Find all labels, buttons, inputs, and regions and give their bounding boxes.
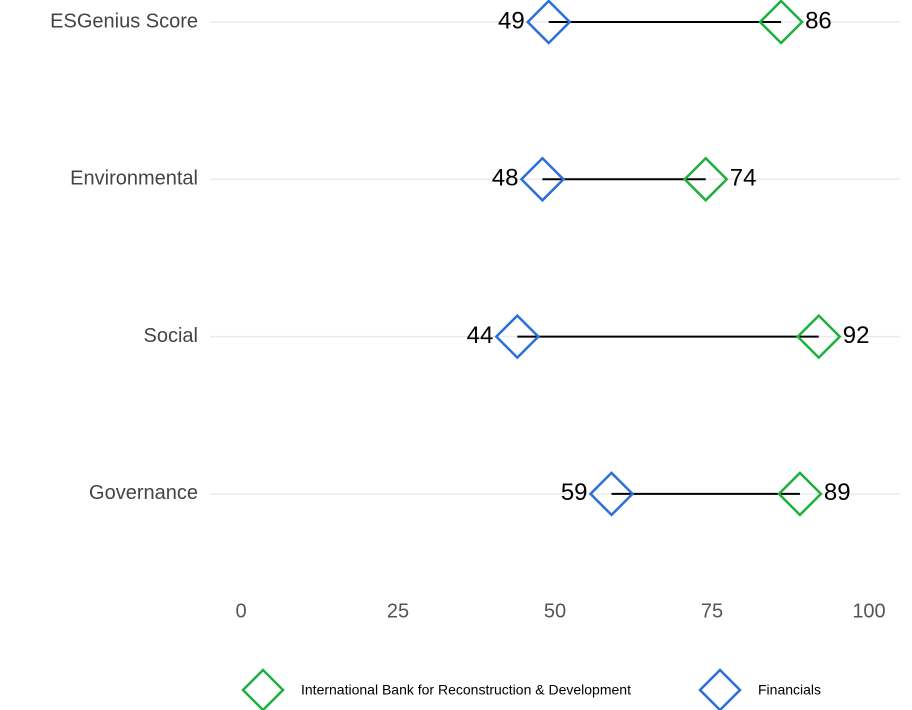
point <box>777 471 823 517</box>
point <box>795 313 842 360</box>
point <box>519 156 566 203</box>
legend-label: International Bank for Reconstruction & … <box>301 682 631 698</box>
value-label: 92 <box>843 322 870 349</box>
x-tick-label: 0 <box>235 600 246 622</box>
point <box>682 156 729 203</box>
y-tick-label: Social <box>144 325 198 347</box>
value-label: 89 <box>824 479 851 506</box>
value-label: 49 <box>498 7 525 34</box>
y-tick-label: ESGenius Score <box>50 10 198 32</box>
x-tick-label: 75 <box>701 600 723 622</box>
x-tick-label: 50 <box>544 600 566 622</box>
x-tick-label: 25 <box>387 600 409 622</box>
value-label: 48 <box>492 165 519 192</box>
value-label: 59 <box>561 479 588 506</box>
value-label: 74 <box>730 165 757 192</box>
legend-marker <box>698 668 742 710</box>
point <box>588 471 635 517</box>
value-label: 86 <box>805 7 832 34</box>
x-tick-label: 100 <box>852 600 885 622</box>
point <box>525 0 572 45</box>
point <box>494 313 541 360</box>
legend-marker <box>241 668 285 710</box>
legend-label: Financials <box>758 682 821 698</box>
y-tick-label: Environmental <box>70 168 198 190</box>
y-tick-label: Governance <box>89 482 198 504</box>
point <box>758 0 804 45</box>
value-label: 44 <box>467 322 494 349</box>
